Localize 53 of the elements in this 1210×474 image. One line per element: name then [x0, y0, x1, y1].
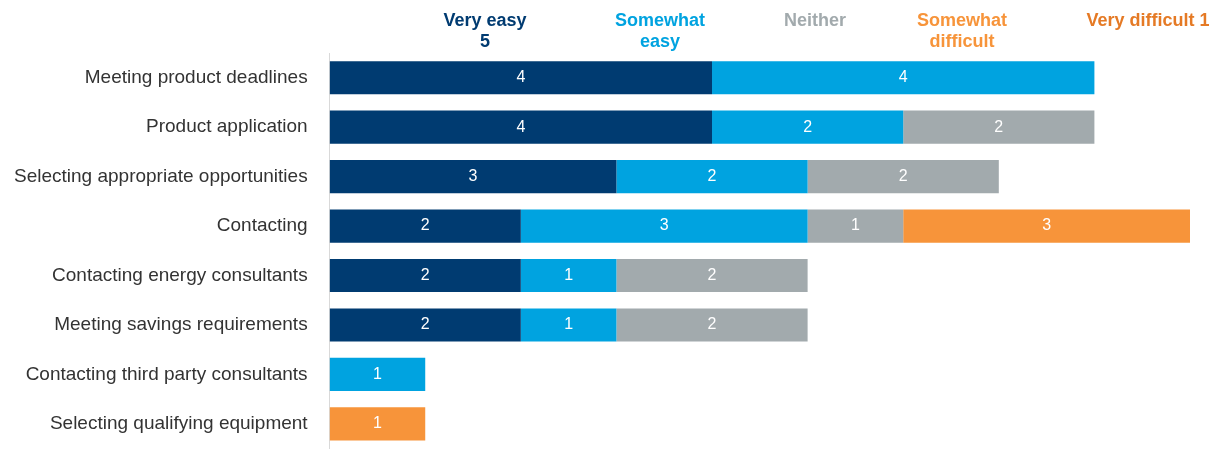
bar — [807, 209, 904, 243]
data-label: 4 — [516, 117, 526, 135]
data-label: 2 — [994, 117, 1004, 135]
bar — [903, 110, 1095, 144]
data-label: 2 — [707, 315, 717, 333]
bar — [807, 160, 999, 194]
data-label: 2 — [803, 117, 813, 135]
y-tick-label: Selecting appropriate opportunities — [14, 164, 308, 186]
y-tick-label: Meeting product deadlines — [84, 65, 308, 87]
data-label: 4 — [516, 68, 526, 86]
bar — [520, 209, 808, 243]
text: Neither — [783, 10, 847, 31]
bar — [329, 61, 713, 95]
y-tick-label: Meeting savings requirements — [54, 313, 308, 335]
bar — [520, 258, 617, 293]
bar — [329, 160, 617, 194]
text: Somewhat difficult — [916, 10, 1008, 52]
data-label: 2 — [420, 315, 430, 333]
bar — [329, 357, 426, 391]
y-tick-label: Contacting energy consultants — [52, 263, 308, 285]
bar — [712, 110, 904, 144]
bar — [616, 258, 808, 293]
bar — [903, 209, 1190, 243]
data-label: 1 — [564, 315, 574, 333]
bar — [329, 110, 713, 144]
y-tick-label: Contacting — [216, 214, 308, 236]
data-label: 1 — [372, 364, 382, 382]
bar — [616, 160, 808, 194]
data-label: 3 — [468, 167, 478, 185]
data-label: 3 — [659, 216, 669, 234]
bar — [712, 61, 1095, 95]
data-label: 1 — [372, 414, 382, 432]
data-label: 2 — [420, 216, 430, 234]
series-label: Very easy 5 — [442, 10, 528, 52]
bar — [329, 407, 426, 441]
legend-label: Very difficult 1 — [1085, 10, 1210, 31]
data-label: 1 — [850, 216, 860, 234]
y-tick-label: Contacting third party consultants — [25, 362, 308, 384]
data-label: 3 — [1042, 216, 1052, 234]
data-label: 2 — [707, 167, 717, 185]
data-label: 2 — [707, 265, 717, 283]
data-label: 4 — [898, 68, 908, 86]
data-label: 2 — [898, 167, 908, 185]
y-tick-label: Product application — [146, 115, 308, 137]
y-tick-label: Selecting qualifying equipment — [49, 412, 309, 434]
bar — [329, 258, 521, 293]
bar — [520, 308, 617, 342]
bar — [329, 209, 521, 243]
bar — [329, 308, 521, 342]
data-label: 2 — [420, 265, 430, 283]
series-label: Somewhat easy — [614, 10, 706, 52]
data-label: 1 — [564, 265, 574, 283]
bar — [616, 308, 808, 342]
